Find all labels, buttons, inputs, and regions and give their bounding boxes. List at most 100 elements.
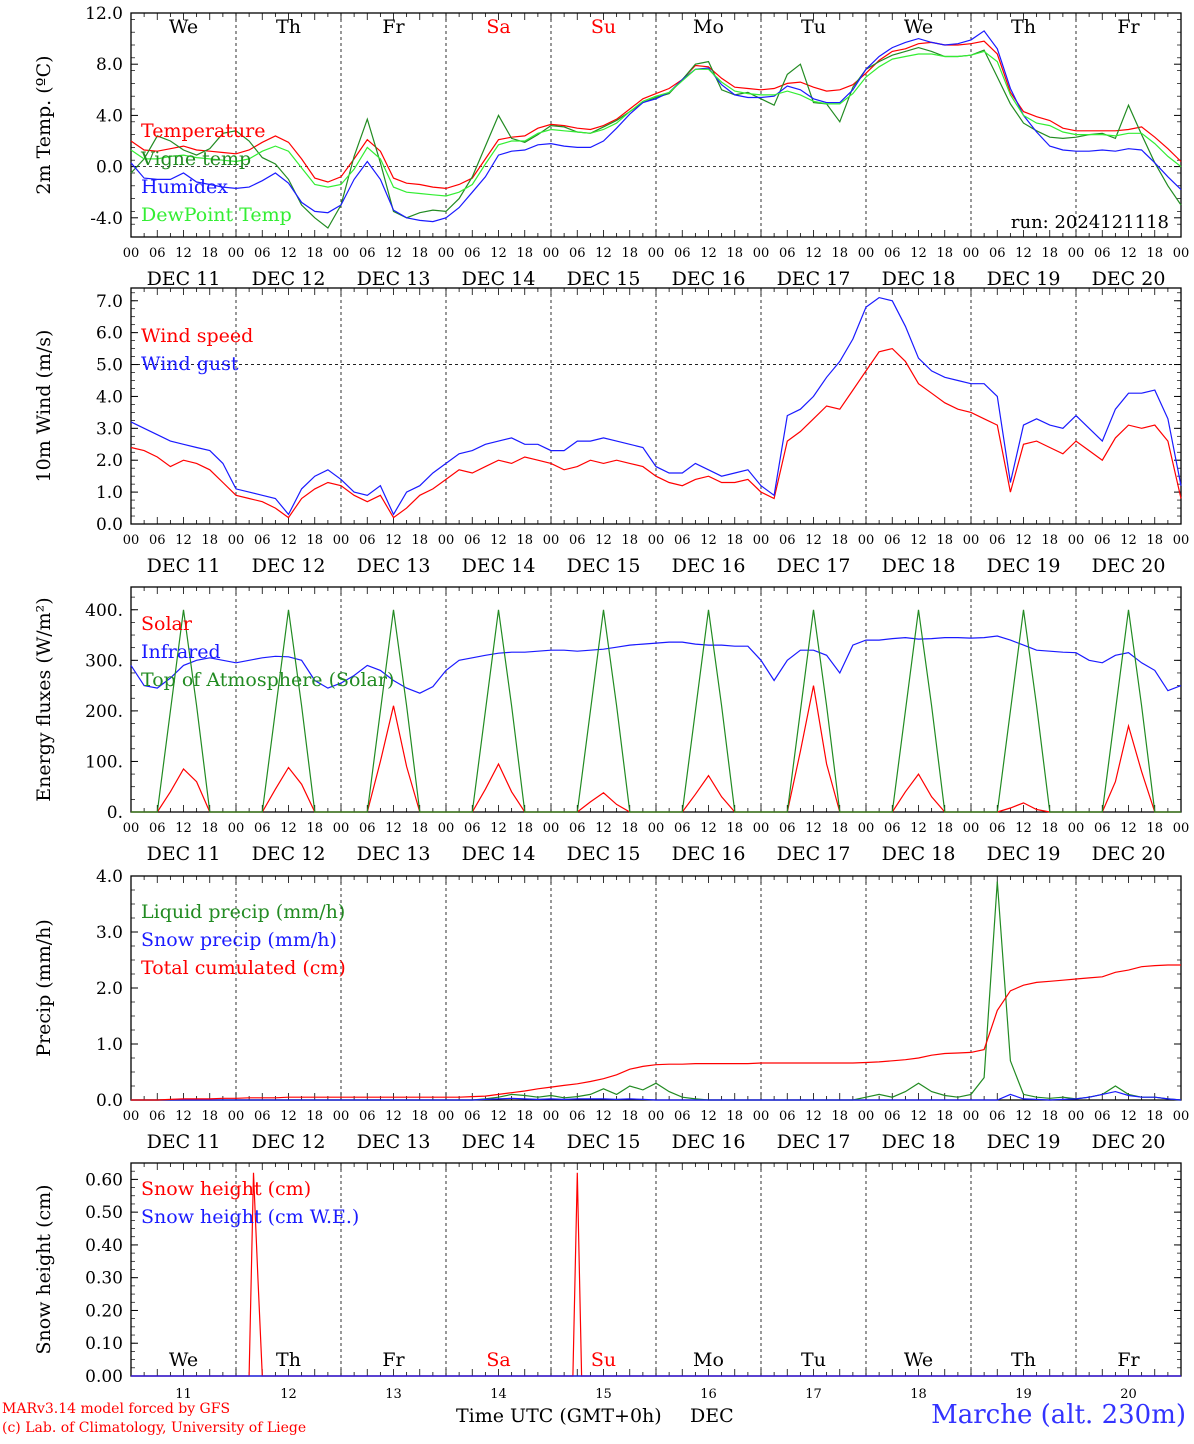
hour-tick-label: 12 — [910, 1109, 927, 1124]
day-label: DEC 18 — [882, 268, 956, 290]
day-label: DEC 11 — [147, 843, 221, 865]
hour-tick-label: 06 — [254, 821, 271, 836]
weekday-label: We — [904, 16, 933, 38]
hour-tick-label: 18 — [1041, 533, 1058, 548]
y-axis-label: Snow height (cm) — [33, 1184, 55, 1354]
weekday-label: Th — [276, 1349, 301, 1371]
hour-tick-label: 00 — [753, 821, 770, 836]
day-label: DEC 20 — [1092, 843, 1166, 865]
hour-tick-label: 18 — [621, 533, 638, 548]
hour-tick-label: 18 — [936, 1109, 953, 1124]
day-number-label: 13 — [385, 1387, 402, 1402]
hour-tick-label: 06 — [989, 821, 1006, 836]
series-line-snow-precip-mm-h- — [131, 1090, 1182, 1101]
hour-tick-label: 12 — [700, 1109, 717, 1124]
y-tick-label: 0.0 — [96, 515, 123, 535]
x-axis-month: DEC — [690, 1405, 734, 1427]
hour-tick-label: 00 — [1068, 533, 1085, 548]
panel-1: 12.0 8.0 4.0 0.0 -4.0 2m Temp. (ºC) Temperatur… — [33, 4, 1189, 290]
hour-tick-label: 12 — [280, 246, 297, 261]
hour-tick-label: 12 — [1015, 821, 1032, 836]
hour-tick-label: 00 — [438, 1109, 455, 1124]
hour-tick-label: 00 — [228, 533, 245, 548]
day-label: DEC 15 — [567, 555, 641, 577]
hour-tick-label: 06 — [464, 821, 481, 836]
y-tick-label: 3.0 — [96, 923, 123, 943]
hour-tick-label: 12 — [385, 821, 402, 836]
hour-tick-label: 06 — [149, 821, 166, 836]
lab-credit: (c) Lab. of Climatology, University of L… — [2, 1420, 307, 1436]
y-tick-label: 4.0 — [96, 106, 123, 126]
hour-tick-label: 00 — [648, 246, 665, 261]
day-label: DEC 15 — [567, 268, 641, 290]
hour-tick-label: 18 — [621, 1109, 638, 1124]
hour-tick-label: 06 — [779, 533, 796, 548]
hour-tick-label: 18 — [726, 246, 743, 261]
series-line-top-of-atmosphere-solar- — [131, 609, 1181, 813]
legend-entry: DewPoint Temp — [141, 204, 292, 226]
hour-tick-label: 12 — [700, 533, 717, 548]
day-label: DEC 14 — [462, 555, 536, 577]
y-tick-label: 0. — [107, 803, 123, 823]
day-label: DEC 12 — [252, 555, 326, 577]
weekday-label: We — [169, 1349, 198, 1371]
series-line-wind-speed — [130, 347, 1182, 519]
series-line-infrared — [130, 635, 1182, 694]
hour-tick-label: 06 — [1094, 821, 1111, 836]
hour-tick-label: 18 — [411, 246, 428, 261]
weekday-label: Su — [591, 1349, 616, 1371]
hour-tick-label: 06 — [1094, 246, 1111, 261]
hour-tick-label: 00 — [333, 246, 350, 261]
day-label: DEC 18 — [882, 843, 956, 865]
day-number-label: 12 — [280, 1387, 297, 1402]
hour-tick-label: 06 — [884, 1109, 901, 1124]
series-line-dewpoint-temp — [130, 50, 1182, 197]
hour-tick-label: 06 — [779, 246, 796, 261]
hour-tick-label: 00 — [333, 821, 350, 836]
panel-2: 7.0 6.0 5.0 4.0 3.0 2.0 1.0 0.0 10m Wind (m/s) Wi… — [33, 287, 1189, 577]
hour-tick-label: 00 — [858, 246, 875, 261]
day-label: DEC 16 — [672, 1131, 746, 1153]
hour-tick-label: 00 — [858, 533, 875, 548]
y-axis-label: 10m Wind (m/s) — [33, 330, 55, 483]
weekday-label: We — [169, 16, 198, 38]
weekday-label: Tu — [801, 1349, 826, 1371]
hour-tick-label: 12 — [280, 533, 297, 548]
hour-tick-label: 06 — [464, 246, 481, 261]
hour-tick-label: 12 — [385, 246, 402, 261]
hour-tick-label: 06 — [1094, 1109, 1111, 1124]
hour-tick-label: 12 — [1120, 1109, 1137, 1124]
y-axis-label: Energy fluxes (W/m²) — [33, 597, 55, 801]
hour-tick-label: 00 — [1068, 246, 1085, 261]
hour-tick-label: 06 — [674, 533, 691, 548]
legend-entry: Snow height (cm) — [141, 1178, 311, 1200]
hour-tick-label: 12 — [490, 821, 507, 836]
y-tick-label: 3.0 — [96, 419, 123, 439]
hour-tick-label: 00 — [543, 533, 560, 548]
hour-tick-label: 18 — [306, 1109, 323, 1124]
day-label: DEC 18 — [882, 1131, 956, 1153]
hour-tick-label: 18 — [201, 821, 218, 836]
hour-tick-label: 06 — [884, 246, 901, 261]
day-label: DEC 13 — [357, 268, 431, 290]
series-line-temperature — [130, 40, 1182, 190]
day-label: DEC 17 — [777, 555, 851, 577]
day-label: DEC 20 — [1092, 268, 1166, 290]
hour-tick-label: 00 — [543, 246, 560, 261]
series-line-humidex — [130, 30, 1182, 223]
y-tick-label: 300. — [85, 651, 123, 671]
hour-tick-label: 00 — [228, 1109, 245, 1124]
hour-tick-label: 06 — [569, 533, 586, 548]
weekday-label: Fr — [1117, 16, 1140, 38]
hour-tick-label: 18 — [306, 533, 323, 548]
hour-tick-label: 06 — [149, 246, 166, 261]
hour-tick-label: 12 — [280, 1109, 297, 1124]
hour-tick-label: 00 — [438, 533, 455, 548]
weekday-label: Fr — [1117, 1349, 1140, 1371]
day-label: DEC 12 — [252, 268, 326, 290]
hour-tick-label: 00 — [333, 1109, 350, 1124]
legend-entry: Total cumulated (cm) — [141, 957, 346, 979]
hour-tick-label: 12 — [910, 246, 927, 261]
hour-tick-label: 18 — [621, 821, 638, 836]
